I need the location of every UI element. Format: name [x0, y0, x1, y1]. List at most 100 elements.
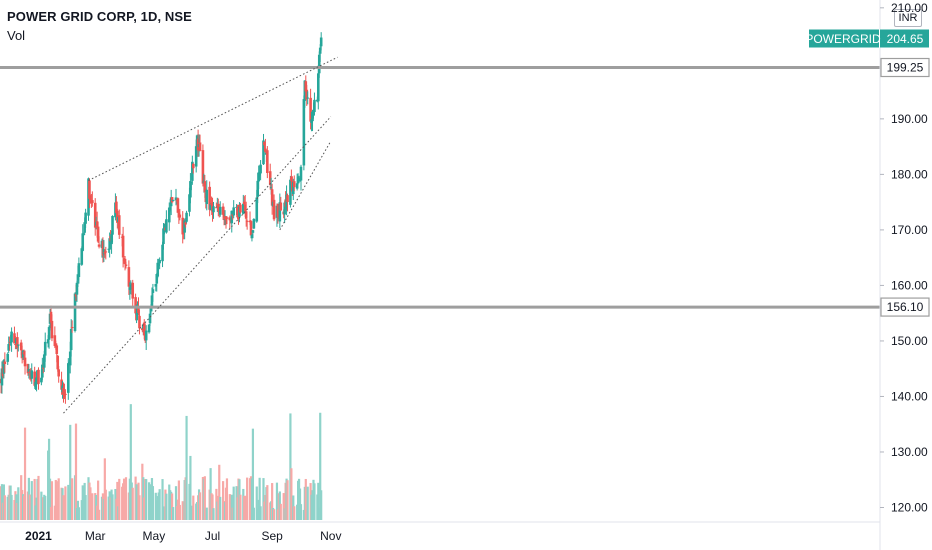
candle-84: [111, 215, 114, 243]
volume-bar-128: [171, 493, 174, 520]
candle-86: [115, 196, 118, 214]
x-tick-label-0: 2021: [25, 529, 52, 543]
volume-bar-124: [165, 493, 168, 520]
price-candles: [0, 32, 323, 404]
volume-bar-59: [77, 507, 80, 520]
candle-54: [70, 320, 74, 333]
candle-159: [212, 201, 215, 219]
volume-bar-94: [124, 477, 128, 520]
last-price-value: 204.65: [887, 32, 924, 46]
candle-176: [236, 204, 239, 220]
svg-text:199.25: 199.25: [887, 61, 924, 75]
candle-202: [270, 183, 274, 215]
candle-24: [30, 363, 34, 384]
y-tick-label-1: 190.00: [891, 112, 928, 126]
candle-179: [239, 202, 242, 214]
volume-bar-158: [211, 494, 214, 520]
candle-143: [191, 155, 194, 185]
volume-bar-202: [271, 483, 274, 520]
candle-215: [289, 175, 292, 208]
candle-189: [252, 218, 256, 230]
candle-14: [17, 344, 20, 352]
x-tick-label-3: Jul: [205, 529, 220, 543]
volume-bar-24: [30, 481, 33, 520]
volume-bar-149: [198, 492, 202, 520]
volume-bar-199: [266, 485, 269, 520]
volume-bar-134: [178, 504, 181, 520]
trend-line-2: [279, 140, 332, 231]
candle-79: [104, 246, 108, 260]
candle-53: [69, 319, 73, 357]
volume-bar-14: [17, 487, 20, 520]
candle-150: [201, 144, 205, 187]
volume-bar-69: [91, 493, 94, 520]
volume-bar-67: [89, 487, 92, 520]
candle-64: [84, 208, 87, 229]
candle-29: [37, 367, 40, 390]
candle-219: [292, 175, 296, 192]
candle-188: [251, 229, 255, 239]
candle-55: [73, 292, 77, 333]
volume-bar-49: [64, 486, 67, 520]
volume-bar-210: [282, 493, 285, 520]
volume-bar-78: [103, 458, 106, 520]
volume-bar-87: [116, 481, 119, 520]
trend-lines: [63, 56, 338, 414]
candle-200: [268, 163, 272, 190]
volume-bar-79: [104, 489, 107, 520]
volume-bar-104: [138, 495, 141, 520]
candle-62: [82, 232, 85, 236]
volume-bar-164: [219, 496, 222, 520]
candle-94: [124, 261, 128, 269]
candle-110: [147, 323, 151, 334]
volume-bar-152: [203, 476, 206, 520]
y-tick-label-8: 120.00: [891, 501, 928, 515]
candle-5: [6, 352, 10, 366]
candle-206: [276, 203, 280, 224]
volume-bar-239: [320, 490, 323, 520]
candle-162: [216, 198, 220, 217]
candle-197: [264, 138, 267, 155]
volume-bar-184: [246, 477, 249, 520]
volume-bar-189: [252, 507, 255, 520]
currency-badge[interactable]: INR: [894, 9, 922, 27]
volume-bar-111: [148, 484, 152, 520]
candle-132: [176, 197, 180, 214]
candle-43: [56, 354, 60, 372]
volume-bar-139: [185, 415, 188, 520]
y-tick-label-6: 140.00: [891, 389, 928, 403]
volume-bar-4: [3, 495, 6, 520]
candle-66: [88, 178, 91, 209]
price-axis: 210.00 190.00 180.00 170.00 160.00 150.00 140.…: [880, 1, 928, 515]
candle-10: [13, 326, 16, 344]
candle-134: [178, 209, 182, 221]
candle-237: [317, 51, 321, 78]
candle-104: [138, 310, 141, 335]
candle-124: [165, 210, 168, 234]
candle-192: [257, 165, 260, 189]
volume-bar-209: [279, 503, 282, 520]
candle-77: [102, 239, 106, 262]
candle-89: [117, 209, 121, 239]
candle-69: [91, 191, 94, 207]
candle-238: [318, 44, 322, 62]
candle-239: [319, 32, 323, 51]
candle-137: [183, 218, 186, 240]
candle-139: [185, 210, 188, 224]
candle-208: [278, 193, 282, 229]
candle-228: [305, 84, 309, 106]
volume-bar-229: [306, 486, 309, 520]
candle-181: [242, 196, 246, 206]
volume-bar-52: [69, 424, 72, 520]
candle-144: [192, 162, 195, 174]
volume-bar-179: [239, 494, 242, 520]
volume-bar-133: [177, 480, 180, 520]
candle-125: [167, 202, 171, 231]
candle-129: [171, 199, 175, 202]
candle-19: [23, 350, 27, 375]
volume-bar-130: [174, 486, 178, 520]
volume-bar-129: [172, 507, 175, 520]
volume-bar-204: [272, 509, 276, 520]
candle-214: [286, 193, 289, 212]
